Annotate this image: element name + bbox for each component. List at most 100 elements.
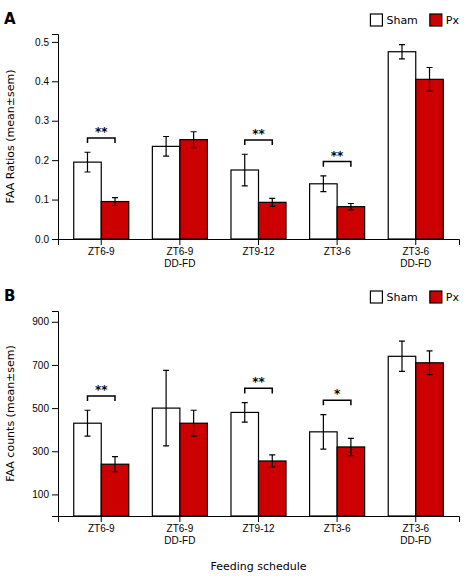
error-bar — [320, 415, 326, 450]
y-tick: 300 — [32, 446, 58, 457]
panel-title: B — [4, 287, 15, 305]
bar — [337, 207, 365, 239]
y-tick: 700 — [32, 360, 58, 371]
y-tick-label: 900 — [32, 316, 49, 327]
y-tick-mark — [52, 451, 58, 452]
y-tick-mark — [52, 81, 58, 82]
x-tick-label-line: DD-FD — [164, 258, 195, 269]
x-tick: ZT9-12 — [242, 516, 275, 534]
bar — [416, 79, 444, 239]
x-tick-mark — [101, 239, 102, 245]
error-bar — [242, 154, 248, 186]
y-tick-label: 0.2 — [35, 155, 49, 166]
y-tick-label: 0.4 — [35, 76, 49, 87]
x-axis: ZT6-9ZT6-9DD-FDZT9-12ZT3-6ZT3-6DD-FD — [59, 239, 460, 269]
x-axis-title: Feeding schedule — [210, 560, 306, 573]
y-tick-mark — [52, 160, 58, 161]
y-tick: 500 — [32, 403, 58, 414]
legend-label: Sham — [386, 14, 417, 27]
y-tick-mark — [52, 494, 58, 495]
error-bar — [427, 351, 433, 375]
panel-title: A — [4, 10, 16, 28]
sig-label: ** — [252, 375, 265, 389]
x-tick: ZT6-9 — [88, 239, 115, 257]
x-tick: ZT9-12 — [242, 239, 275, 257]
sig-label: * — [334, 387, 341, 401]
x-tick-label-line: ZT3-6 — [402, 246, 429, 257]
error-bar — [348, 438, 354, 455]
x-tick: ZT3-6DD-FD — [400, 516, 431, 546]
x-tick-label: ZT6-9 — [88, 246, 115, 257]
sig-label: ** — [95, 383, 108, 397]
y-tick-label: 0.5 — [35, 37, 49, 48]
x-tick-mark — [337, 516, 338, 522]
x-tick-mark — [101, 516, 102, 522]
error-bar — [163, 137, 169, 157]
bar — [180, 140, 208, 239]
y-tick-mark — [52, 408, 58, 409]
x-tick-label-line: ZT3-6 — [324, 246, 351, 257]
x-tick-label: ZT3-6 — [324, 246, 351, 257]
error-bar — [84, 152, 90, 172]
x-tick-label: ZT3-6 — [324, 523, 351, 534]
sig-label: ** — [331, 149, 344, 163]
sig-label: ** — [252, 127, 265, 141]
bar — [231, 412, 259, 516]
bar-series — [74, 45, 416, 239]
x-tick-label: ZT6-9DD-FD — [164, 523, 195, 546]
panel: 100300500700900ZT6-9ZT6-9DD-FDZT9-12ZT3-… — [4, 287, 460, 573]
y-tick-mark — [52, 365, 58, 366]
bar — [74, 162, 102, 239]
x-tick-label-line: ZT6-9 — [167, 246, 194, 257]
y-tick-mark — [52, 200, 58, 201]
bar-series — [101, 351, 443, 516]
x-tick-mark — [258, 239, 259, 245]
y-tick: 0.4 — [35, 76, 58, 87]
legend-item: Sham — [370, 291, 417, 304]
x-tick-label-line: ZT6-9 — [88, 523, 115, 534]
error-bar — [191, 132, 197, 148]
bar — [337, 447, 365, 516]
x-tick-label-line: ZT6-9 — [167, 523, 194, 534]
x-tick-label: ZT9-12 — [242, 523, 275, 534]
legend-swatch — [430, 14, 442, 26]
bar — [101, 202, 129, 239]
legend-swatch — [370, 14, 382, 26]
error-bar — [242, 403, 248, 422]
y-axis-line — [52, 312, 59, 517]
y-tick-label: 700 — [32, 360, 49, 371]
error-bar — [320, 176, 326, 192]
error-bar — [112, 198, 118, 206]
error-bar — [269, 455, 275, 467]
bar — [259, 202, 287, 239]
y-tick: 0.3 — [35, 115, 58, 126]
error-bar — [112, 457, 118, 472]
x-tick-label-line: ZT9-12 — [242, 523, 275, 534]
bar — [388, 356, 416, 516]
y-axis-title: FAA counts (mean±sem) — [4, 345, 17, 482]
annotations: ** ** ** — [87, 125, 350, 167]
x-tick: ZT6-9DD-FD — [164, 239, 195, 269]
y-tick: 0.2 — [35, 155, 58, 166]
sig-label: ** — [95, 125, 108, 139]
y-axis-title: FAA Ratios (mean±sem) — [4, 70, 17, 204]
y-tick: 0.1 — [35, 194, 58, 205]
x-tick-label: ZT3-6DD-FD — [400, 246, 431, 269]
x-tick-label-line: DD-FD — [400, 535, 431, 546]
x-tick-mark — [258, 516, 259, 522]
error-bar — [399, 45, 405, 59]
bar — [152, 146, 180, 239]
x-tick-label: ZT9-12 — [242, 246, 275, 257]
legend-label: Px — [446, 291, 460, 304]
x-tick-label: ZT3-6DD-FD — [400, 523, 431, 546]
error-bar — [427, 68, 433, 92]
legend-label: Sham — [386, 291, 417, 304]
plot-marks — [74, 341, 444, 516]
legend-label: Px — [446, 14, 460, 27]
x-tick: ZT3-6DD-FD — [400, 239, 431, 269]
y-tick: 900 — [32, 316, 58, 327]
y-tick-mark — [52, 322, 58, 323]
legend-item: Sham — [370, 14, 417, 27]
panel: 0.00.10.20.30.40.5ZT6-9ZT6-9DD-FDZT9-12Z… — [4, 10, 460, 269]
x-tick-mark — [337, 239, 338, 245]
